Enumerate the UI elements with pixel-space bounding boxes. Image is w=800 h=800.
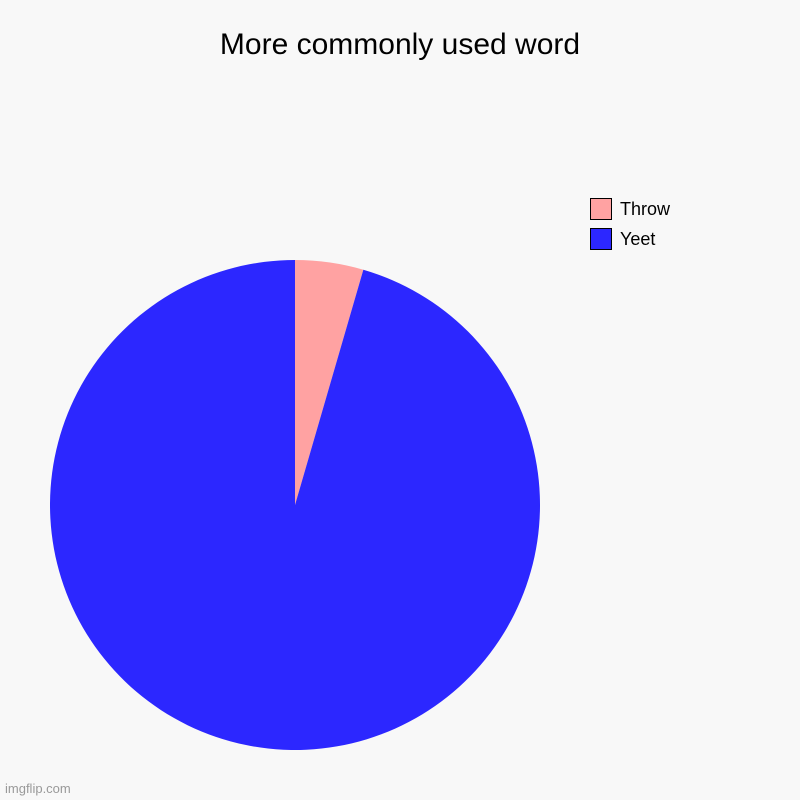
- pie-slice: [50, 260, 540, 750]
- legend-label: Throw: [620, 199, 670, 220]
- legend-label: Yeet: [620, 229, 655, 250]
- watermark: imgflip.com: [5, 781, 71, 796]
- legend-swatch: [590, 198, 612, 220]
- legend-swatch: [590, 228, 612, 250]
- legend-item: Yeet: [590, 228, 670, 250]
- chart-title: More commonly used word: [0, 0, 800, 62]
- legend-item: Throw: [590, 198, 670, 220]
- pie-chart: [50, 260, 540, 755]
- legend: Throw Yeet: [590, 198, 670, 258]
